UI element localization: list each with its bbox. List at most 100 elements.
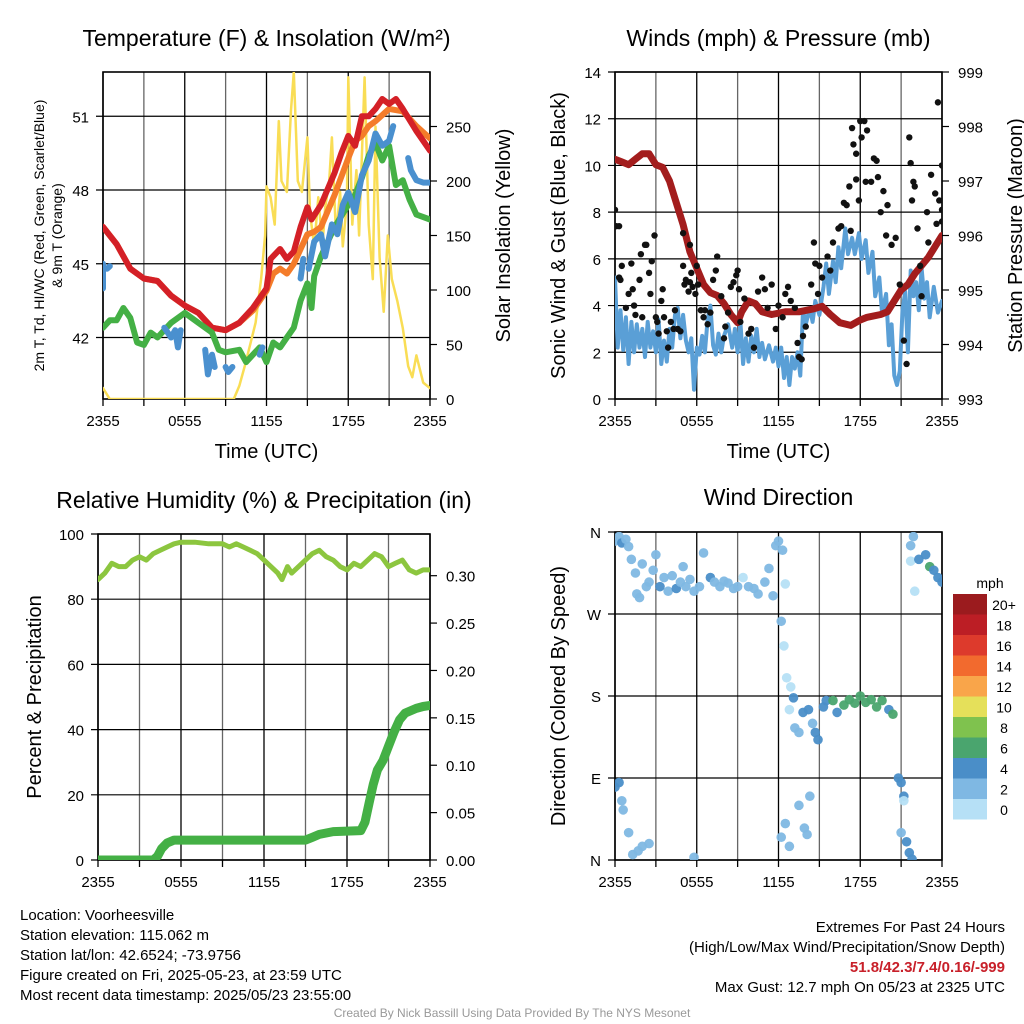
y-right-tick-label: 994 (958, 338, 983, 355)
gust-point (651, 232, 658, 239)
gust-point (816, 262, 823, 270)
y-tick-label: 48 (72, 183, 89, 200)
wind-direction-point (899, 795, 909, 806)
gust-point (629, 286, 636, 293)
legend-swatch (953, 737, 987, 758)
legend-swatch (953, 799, 987, 820)
y-tick-label: 20 (67, 788, 84, 805)
y-axis-label: Percent & Precipitation (24, 595, 46, 798)
wind-direction-point (850, 698, 860, 709)
gust-point (685, 288, 692, 295)
chart-title: Wind Direction (704, 484, 854, 510)
gust-point (735, 286, 743, 293)
gust-point (791, 304, 799, 312)
extremes-legend: (High/Low/Max Wind/Precipitation/Snow De… (689, 939, 1005, 956)
gust-point (754, 288, 762, 295)
y-right-tick-label: 50 (446, 338, 463, 355)
wind-direction-point (907, 854, 917, 860)
wind-direction-point (615, 777, 624, 788)
y-tick-label: 4 (593, 299, 601, 316)
wind-direction-point (780, 818, 791, 829)
station-info: Location: Voorheesville Station elevatio… (20, 906, 351, 1006)
gust-point (923, 208, 931, 216)
gust-point (659, 286, 666, 293)
wind-direction-point (617, 795, 627, 806)
y-tick-label: N (590, 853, 601, 870)
wind-direction-point (667, 570, 678, 581)
legend-label: 10 (996, 700, 1012, 716)
gust-point (689, 283, 696, 291)
series-line-hi-wc (103, 123, 430, 378)
x-tick-label: 0555 (164, 874, 197, 891)
series-line-dew-point (103, 140, 430, 366)
extremes-values: 51.8/42.3/7.4/0.16/-999 (849, 959, 1005, 976)
y-right-tick-label: 0.00 (446, 853, 475, 870)
wind-direction-point (855, 691, 866, 701)
wind-direction-point (813, 734, 823, 745)
gust-point (837, 222, 845, 230)
gust-point (779, 314, 786, 321)
gust-point (772, 325, 779, 333)
gust-point (873, 157, 880, 164)
y-right-axis-label: Solar Insolation (Yellow) (493, 129, 515, 343)
gust-point (713, 253, 721, 260)
wind-direction-point (621, 534, 631, 545)
y-tick-label: 42 (72, 331, 89, 348)
wind-direction-point (694, 581, 705, 592)
series-line-2m-t (103, 96, 430, 334)
gust-point (827, 267, 834, 274)
gust-point (764, 304, 771, 312)
plot-data (103, 72, 430, 399)
gust-point (704, 321, 711, 328)
gust-point (734, 267, 741, 274)
legend-label: 4 (1000, 761, 1008, 777)
gust-point (824, 253, 831, 260)
y-tick-label: 45 (72, 257, 89, 274)
series-line-precipitation (98, 701, 430, 860)
wind-direction-point (777, 545, 788, 556)
gust-point (615, 206, 619, 214)
gust-point (938, 162, 942, 169)
legend-swatch (953, 676, 987, 697)
y-tick-label: E (591, 771, 601, 788)
x-tick-label: 0555 (680, 413, 713, 430)
gust-point (679, 229, 687, 237)
wind-direction-point (780, 579, 791, 589)
gust-point (914, 225, 921, 232)
legend-label: 12 (996, 679, 1012, 695)
gust-point (938, 218, 942, 225)
gust-point (701, 307, 709, 314)
gust-point (829, 239, 837, 246)
x-tick-label: 2355 (81, 874, 114, 891)
gust-point (648, 257, 655, 265)
gust-point (858, 134, 865, 141)
gust-point (692, 290, 699, 298)
wind-direction-chart: Wind Direction N E S W N 2355 0555 1155 1755 2355 D… (548, 484, 1016, 891)
wind-direction-point (896, 827, 906, 838)
gust-point (741, 295, 748, 302)
gust-point (637, 250, 645, 258)
legend-swatch (953, 696, 987, 717)
gust-point (908, 197, 916, 204)
speed-legend: mph 20+ 18 16 14 12 10 8 6 4 2 0 (953, 575, 1016, 820)
y-tick-label: 14 (584, 65, 601, 82)
gust-point (818, 274, 826, 281)
gust-point (900, 337, 908, 344)
x-tick-label: 0555 (680, 874, 713, 891)
wind-direction-point (760, 577, 770, 587)
gust-point (663, 328, 670, 335)
gust-point (917, 262, 924, 270)
y-right-tick-label: 998 (958, 120, 983, 137)
wind-direction-point (896, 777, 906, 788)
gust-point (632, 311, 639, 319)
gust-point (671, 307, 679, 314)
wind-direction-point (784, 841, 795, 852)
recent-timestamp-text: Most recent data timestamp: 2025/05/23 2… (20, 987, 352, 1004)
latlon-text: Station lat/lon: 42.6524; -73.9756 (20, 947, 242, 964)
wind-direction-point (914, 554, 924, 565)
gust-point (787, 297, 794, 305)
legend-label: 6 (1000, 741, 1008, 757)
x-tick-label: 1755 (332, 413, 365, 430)
gust-point (892, 234, 899, 242)
